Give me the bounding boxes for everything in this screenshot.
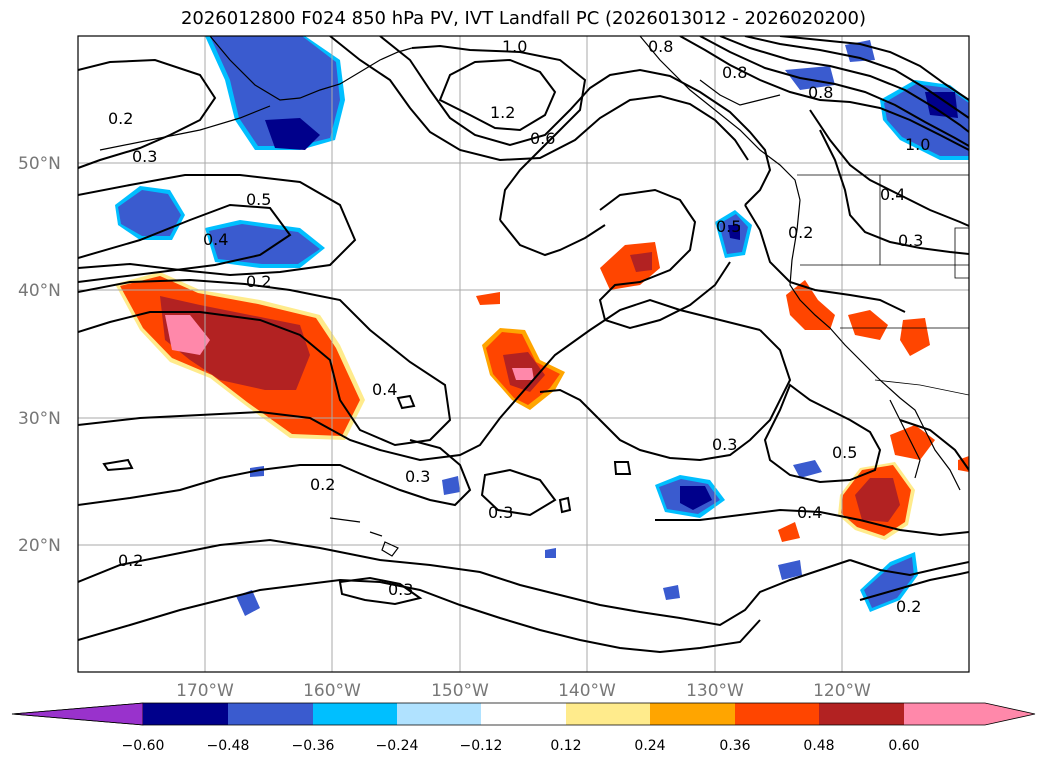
- colorbar-bin: [228, 703, 313, 725]
- colorbar-high-extend: [904, 703, 1035, 725]
- contour-label: 0.4: [797, 503, 822, 522]
- colorbar-bin: [819, 703, 904, 725]
- lon-label: 150°W: [431, 681, 489, 701]
- colorbar-tick: −0.12: [460, 738, 503, 754]
- colorbar-bin: [481, 703, 566, 725]
- lon-label: 140°W: [558, 681, 616, 701]
- contour-label: 0.5: [716, 217, 741, 236]
- contour-label: 0.5: [246, 190, 271, 209]
- lat-label: 50°N: [18, 154, 61, 174]
- contour-label: 0.2: [896, 597, 921, 616]
- contour-label: 0.8: [722, 63, 747, 82]
- positive-anomaly-fills: [115, 242, 969, 542]
- contour-label: 0.3: [712, 435, 737, 454]
- colorbar-tick: 0.60: [888, 738, 919, 754]
- contour-label: 0.2: [246, 272, 271, 291]
- lon-label: 160°W: [303, 681, 361, 701]
- contour-label: 0.5: [832, 443, 857, 462]
- colorbar-low-extend: [11, 702, 144, 726]
- longitude-labels: 170°W 160°W 150°W 140°W 130°W 120°W: [176, 681, 871, 701]
- contour-label: 0.3: [405, 467, 430, 486]
- colorbar-outline: [11, 702, 1036, 726]
- contour-labels: 1.0 0.8 0.8 0.8 1.2 0.6 0.2 0.3 0.5 0.4 …: [108, 37, 930, 616]
- contour-label: 0.3: [388, 580, 413, 599]
- islands: [329, 517, 399, 557]
- latitude-labels: 50°N 40°N 30°N 20°N: [18, 154, 61, 556]
- contour-label: 0.3: [132, 147, 157, 166]
- contour-label: 0.2: [108, 109, 133, 128]
- colorbar-tick: −0.60: [122, 738, 165, 754]
- contour-label: 0.8: [648, 37, 673, 56]
- contour-label: 0.4: [203, 230, 228, 249]
- lat-label: 40°N: [18, 281, 61, 301]
- contour-label: 0.2: [310, 475, 335, 494]
- colorbar-bin: [313, 703, 397, 725]
- colorbar-tick: −0.24: [376, 738, 419, 754]
- contour-label: 0.3: [898, 231, 923, 250]
- lon-label: 130°W: [686, 681, 744, 701]
- colorbar-bin: [650, 703, 735, 725]
- colorbar-bin: [143, 703, 228, 725]
- contour-label: 1.0: [905, 135, 930, 154]
- colorbar-tick: −0.36: [292, 738, 335, 754]
- map-frame: [77, 35, 970, 673]
- contour-label: 1.2: [490, 103, 515, 122]
- lat-label: 20°N: [18, 536, 61, 556]
- lat-label: 30°N: [18, 409, 61, 429]
- contour-label: 1.0: [502, 37, 527, 56]
- contour-label: 0.4: [880, 185, 905, 204]
- colorbar-bin: [566, 703, 650, 725]
- contour-label: 0.4: [372, 380, 397, 399]
- borders: [797, 174, 969, 396]
- pv-contours: [78, 36, 969, 654]
- lon-label: 120°W: [813, 681, 871, 701]
- contour-label: 0.8: [808, 83, 833, 102]
- contour-label: 0.2: [788, 223, 813, 242]
- coastlines: [99, 36, 961, 491]
- colorbar: −0.60 −0.48 −0.36 −0.24 −0.12 0.12 0.24 …: [11, 702, 1036, 754]
- colorbar-tick: 0.36: [719, 738, 750, 754]
- contour-label: 0.6: [530, 129, 555, 148]
- colorbar-tick: −0.48: [207, 738, 250, 754]
- colorbar-bin: [735, 703, 819, 725]
- map-plot-area: 1.0 0.8 0.8 0.8 1.2 0.6 0.2 0.3 0.5 0.4 …: [78, 36, 969, 672]
- map-title: 2026012800 F024 850 hPa PV, IVT Landfall…: [180, 8, 867, 29]
- contour-label: 0.3: [488, 503, 513, 522]
- contour-label: 0.2: [118, 551, 143, 570]
- lon-label: 170°W: [176, 681, 234, 701]
- colorbar-tick: 0.12: [550, 738, 581, 754]
- colorbar-tick: 0.24: [634, 738, 665, 754]
- colorbar-tick: 0.48: [803, 738, 834, 754]
- colorbar-bin: [397, 703, 481, 725]
